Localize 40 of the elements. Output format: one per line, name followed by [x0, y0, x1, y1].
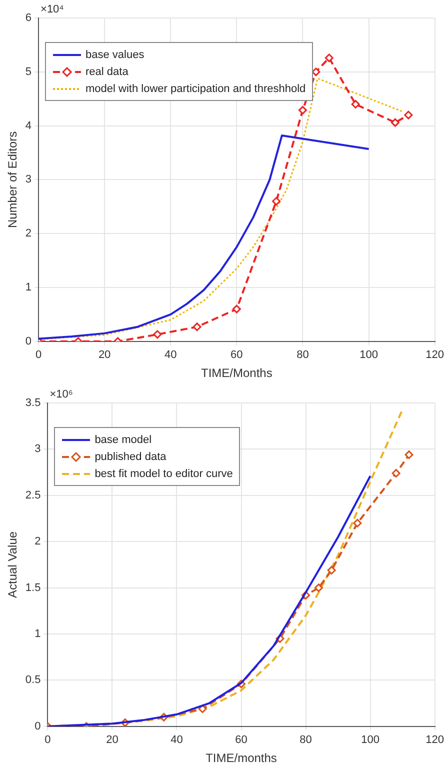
y-tick-label: 2 [25, 228, 32, 240]
y-axis-title: Actual Value [6, 531, 20, 598]
x-tick-label: 120 [426, 349, 444, 362]
x-tick-label: 20 [106, 734, 118, 746]
y-tick-label: 3.5 [25, 397, 41, 410]
y-tick-label: 0 [34, 720, 41, 732]
x-axis-title: TIME/Months [200, 366, 272, 380]
y-axis-title: Number of Editors [6, 131, 20, 228]
y-tick-label: 3 [34, 443, 41, 456]
text: ×10⁶ [50, 388, 73, 401]
y-tick-label: 2.5 [25, 489, 41, 502]
legend-label: model with lower participation and threshhold [86, 82, 306, 94]
x-tick-label: 80 [300, 734, 312, 746]
y-tick-label: 1 [34, 628, 41, 640]
x-tick-label: 120 [426, 734, 444, 746]
y-tick-label: 5 [25, 66, 32, 78]
y-tick-label: 1 [25, 282, 32, 294]
x-tick-label: 20 [98, 349, 111, 362]
y-tick-label: 6 [25, 12, 32, 24]
y-tick-label: 3 [25, 174, 32, 186]
x-tick-label: 100 [361, 734, 380, 746]
legend-label: real data [86, 66, 128, 78]
x-tick-label: 60 [235, 734, 248, 746]
x-tick-label: 80 [296, 349, 309, 362]
text: ×10⁴ [40, 4, 64, 16]
x-axis-title: TIME/months [206, 751, 277, 766]
x-tick-label: 60 [230, 349, 243, 362]
x-tick-label: 40 [164, 349, 177, 362]
x-tick-label: 40 [170, 734, 183, 746]
legend-label: published data [94, 450, 166, 462]
y-tick-label: 0 [25, 335, 32, 348]
legend-label: best fit model to editor curve [94, 468, 233, 480]
legend-label: base model [94, 434, 152, 446]
y-tick-label: 4 [25, 120, 32, 132]
y-tick-label: 0.5 [25, 674, 41, 686]
legend-label: base values [86, 48, 144, 60]
x-tick-label: 0 [44, 734, 51, 746]
y-tick-label: 1.5 [25, 582, 41, 594]
y-tick-label: 2 [34, 536, 41, 548]
x-tick-label: 100 [360, 349, 378, 362]
